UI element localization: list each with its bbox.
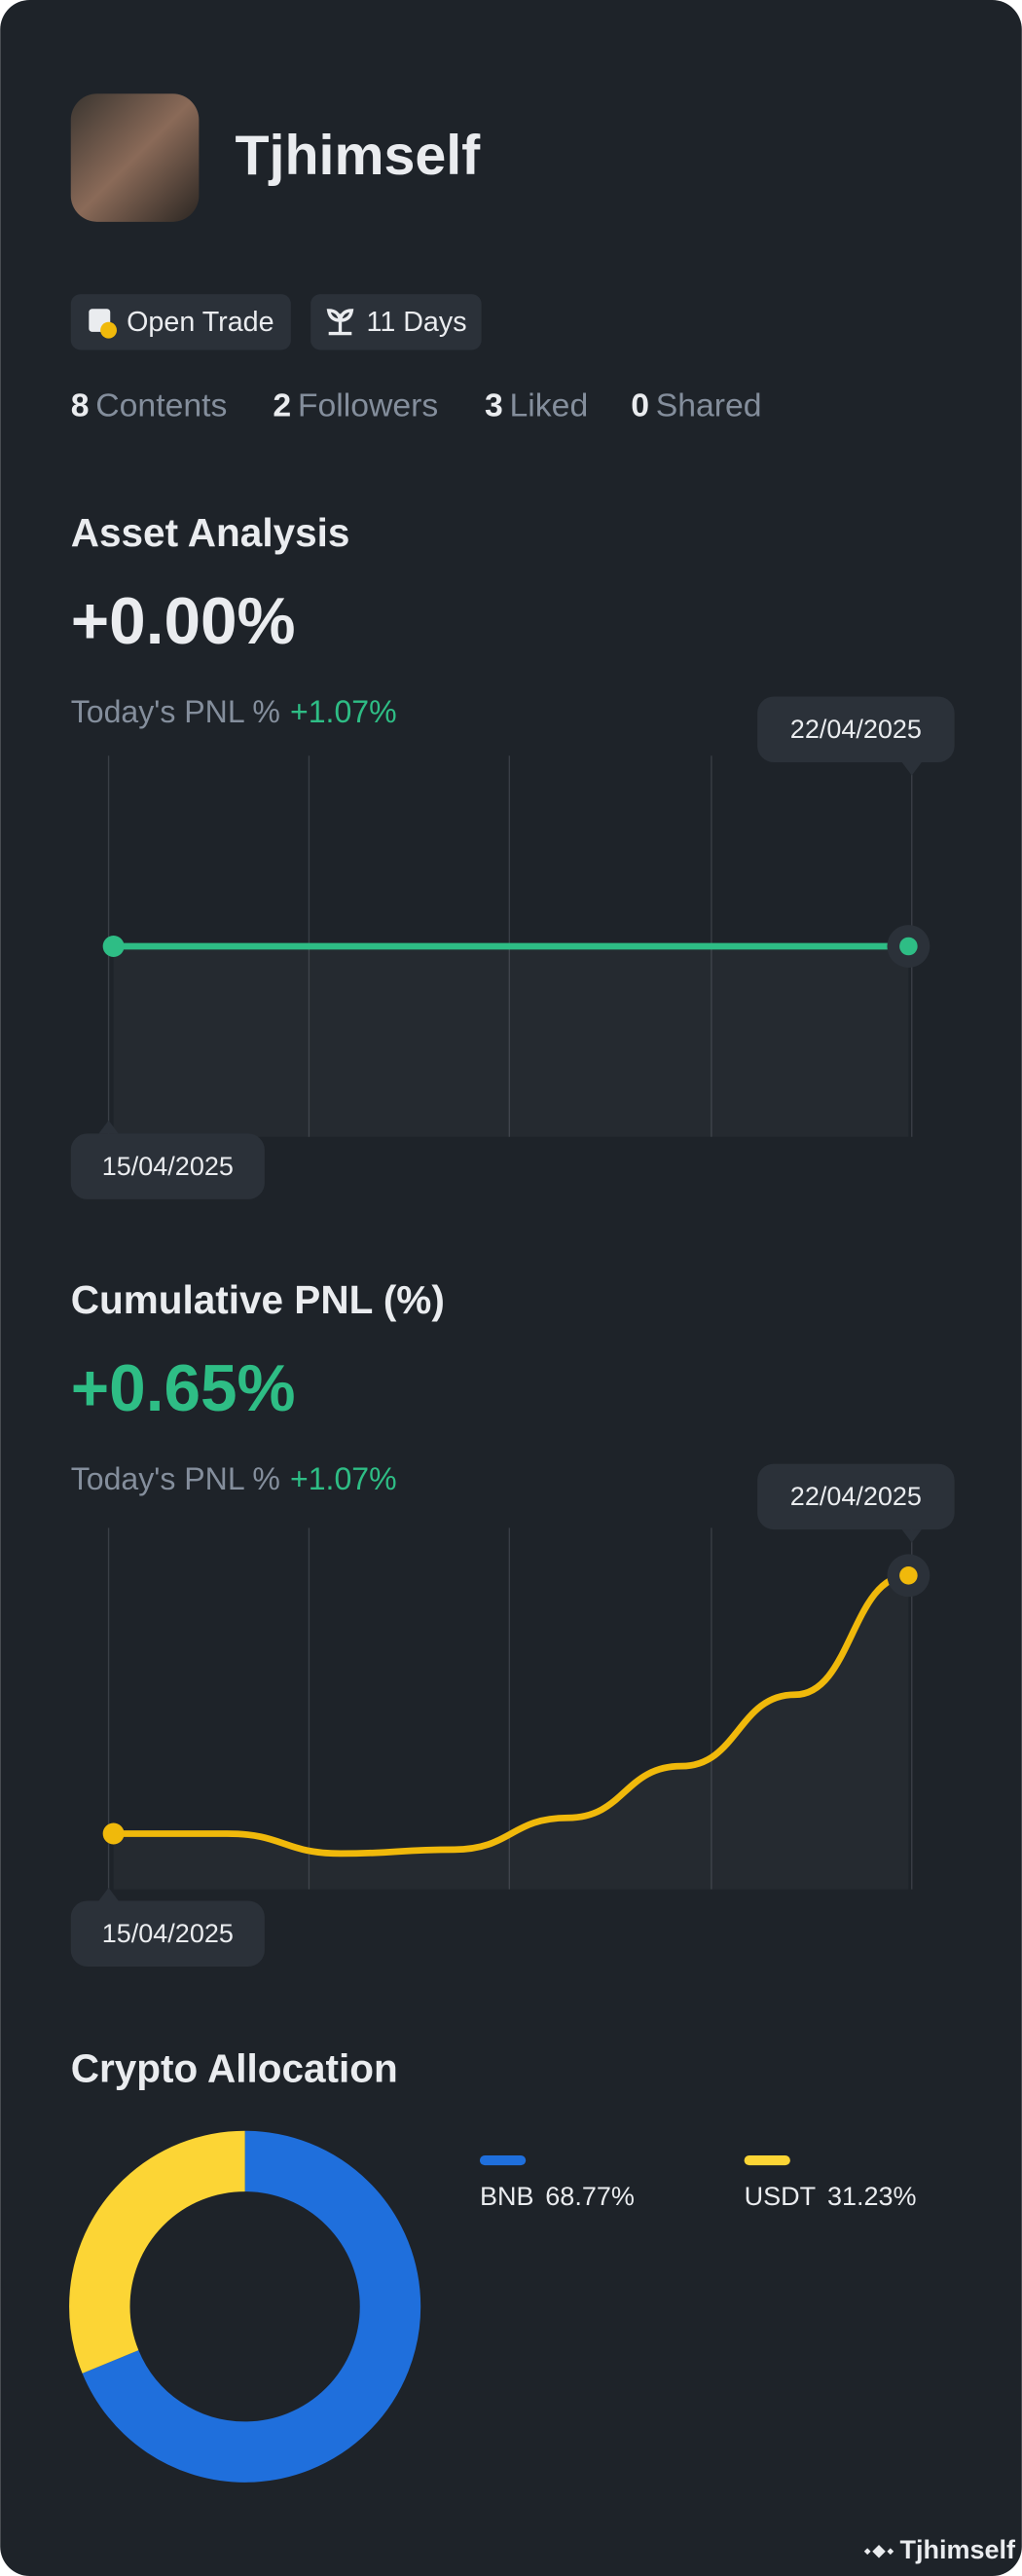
tooltip-pointer (98, 1120, 119, 1134)
today-label: Today's PNL % (71, 1462, 280, 1497)
end-point (899, 1566, 918, 1585)
section-title: Crypto Allocation (71, 2046, 398, 2091)
stat-label: Contents (95, 386, 227, 423)
legend-name: BNB (480, 2182, 534, 2211)
line (110, 1571, 912, 1858)
badge (70, 294, 291, 350)
badge-icon (326, 309, 354, 336)
headline-value: +0.00% (71, 585, 296, 658)
section-title: Cumulative PNL (%) (71, 1277, 445, 1322)
badge-label: 11 Days (367, 307, 467, 338)
today-value: +1.07% (290, 695, 397, 730)
date-label: 15/04/2025 (102, 1919, 234, 1948)
badge-icon (100, 321, 117, 339)
stat-label: Liked (510, 386, 589, 423)
stat: 0 Shared (631, 386, 761, 423)
legend-swatch (744, 2155, 790, 2166)
legend-entry: BNB 68.77% (480, 2182, 635, 2211)
date-tooltip (757, 696, 955, 762)
stat-value: 0 (631, 386, 649, 423)
date-tooltip (70, 1900, 265, 1967)
area (114, 946, 909, 1137)
date-label: 22/04/2025 (790, 715, 922, 744)
stat: 8 Contents (71, 386, 228, 423)
tooltip-pointer (98, 1887, 119, 1901)
date-label: 15/04/2025 (102, 1152, 234, 1181)
stat: 2 Followers (273, 386, 438, 423)
today-pnl: Today's PNL % +1.07% (71, 695, 397, 730)
donut-segment (69, 2130, 421, 2483)
legend-swatch (479, 2155, 527, 2166)
badge-label: Open Trade (127, 307, 274, 338)
start-point (102, 1822, 125, 1845)
avatar[interactable] (70, 93, 200, 222)
today-label: Today's PNL % (71, 695, 280, 730)
stat-value: 8 (71, 386, 90, 423)
date-tooltip (757, 1463, 955, 1530)
stat-value: 3 (485, 386, 503, 423)
badge (310, 294, 482, 350)
stat-label: Followers (298, 386, 438, 423)
watermark-text: Tjhimself (900, 2535, 1017, 2564)
watermark: Tjhimself (863, 2535, 1017, 2564)
user-name: Tjhimself (236, 125, 482, 187)
date-label: 22/04/2025 (790, 1482, 922, 1511)
legend-entry: USDT 31.23% (745, 2182, 917, 2211)
tooltip-pointer (901, 1529, 922, 1543)
stat: 3 Liked (485, 386, 588, 423)
legend-value: 68.77% (545, 2182, 635, 2211)
end-point (899, 937, 918, 956)
headline-value: +0.65% (71, 1352, 296, 1425)
legend-value: 31.23% (827, 2182, 917, 2211)
start-point (102, 936, 125, 957)
tooltip-pointer (901, 762, 922, 776)
legend-name: USDT (745, 2182, 817, 2211)
stat-value: 2 (273, 386, 291, 423)
section-title: Asset Analysis (71, 510, 350, 555)
logo (863, 2544, 894, 2558)
today-value: +1.07% (290, 1462, 397, 1497)
stat-label: Shared (656, 386, 762, 423)
today-pnl: Today's PNL % +1.07% (71, 1462, 397, 1497)
date-tooltip (70, 1133, 265, 1199)
